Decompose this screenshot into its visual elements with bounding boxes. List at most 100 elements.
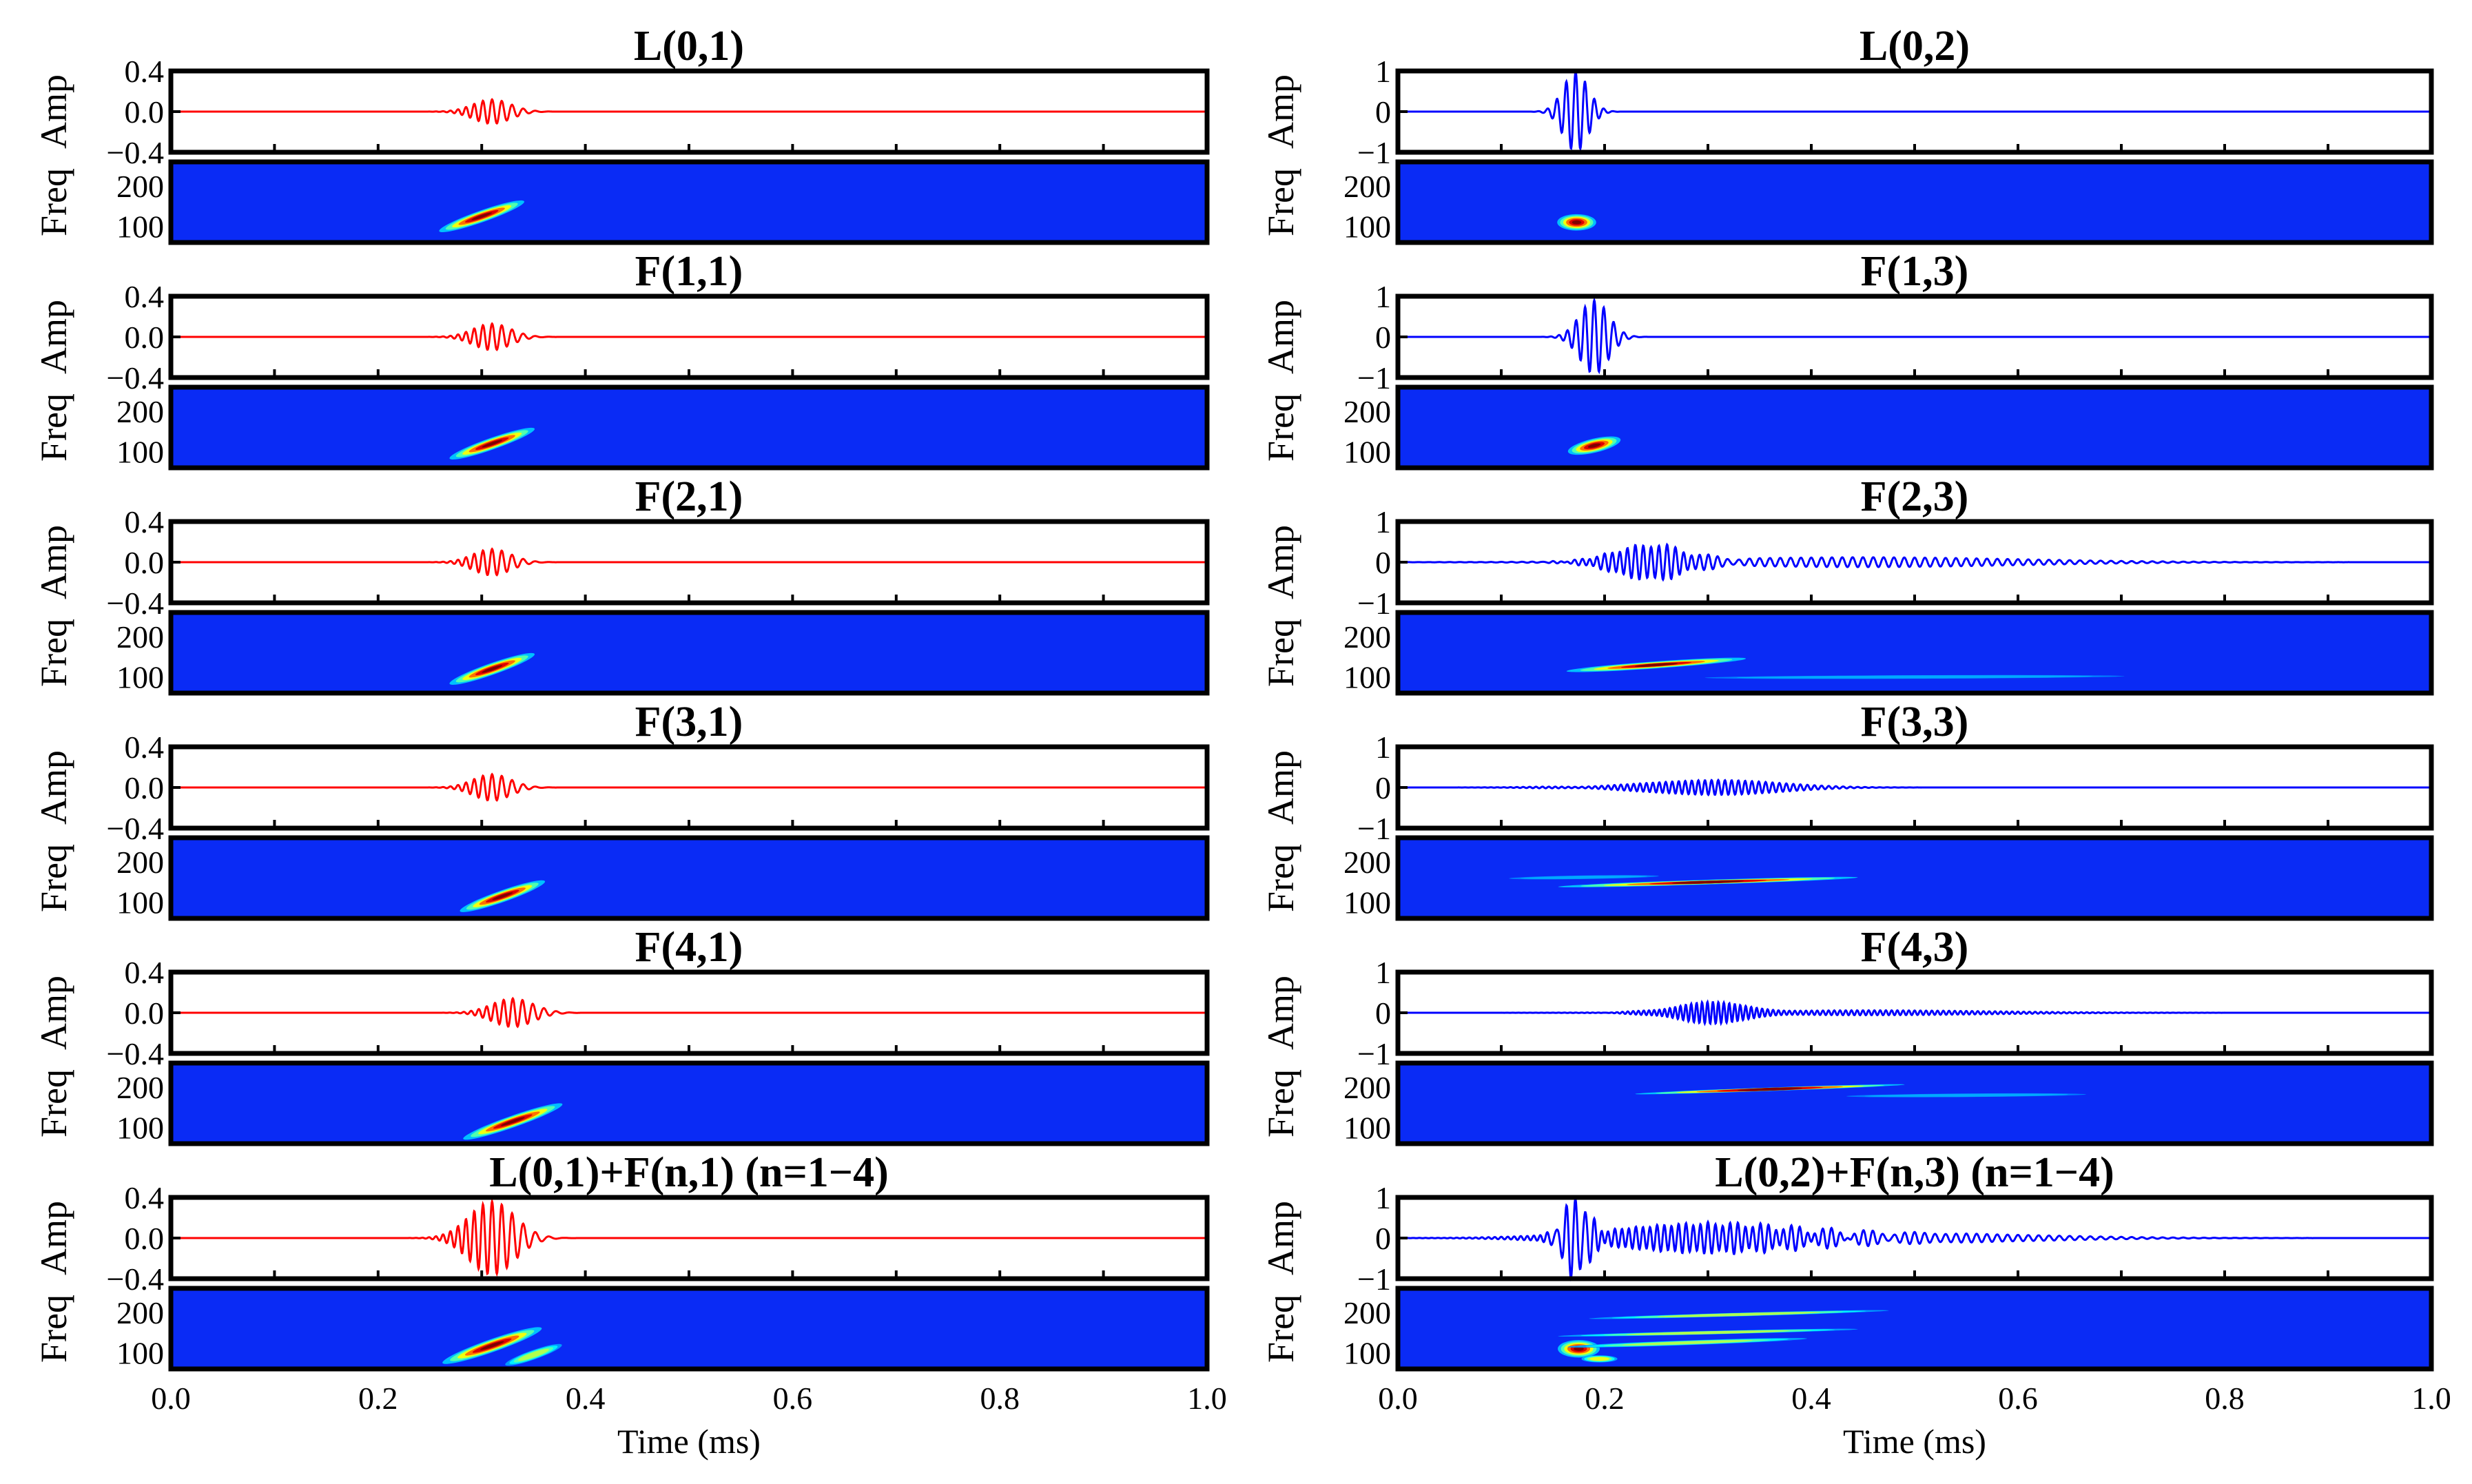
freq-axis-label: Freq (1260, 844, 1301, 912)
tf-energy-contour (471, 212, 493, 220)
amp-ytick-label: 0.4 (125, 279, 165, 314)
mode-title: F(1,1) (635, 248, 743, 295)
right-column: L(0,2)10−1Amp200100FreqF(1,3)10−1Amp2001… (1260, 23, 2451, 1461)
waveform-line (171, 322, 1207, 351)
amp-axis-label: Amp (1260, 750, 1301, 825)
tf-map-background (171, 1063, 1207, 1144)
x-tick-label: 1.0 (1187, 1381, 1227, 1416)
freq-ytick-label: 200 (1343, 845, 1391, 880)
amp-ytick-label: 0.0 (125, 770, 165, 805)
mode-row: L(0,2) 1 0 −1 Amp 200 100 Freq (1260, 23, 2434, 245)
amp-ytick-label: −0.4 (107, 360, 164, 395)
freq-axis-label: Freq (33, 168, 74, 236)
freq-ytick-label: 200 (1343, 169, 1391, 204)
waveform-line (1398, 68, 2431, 152)
waveform-line (171, 547, 1207, 577)
tf-energy-map (449, 427, 535, 460)
x-tick-label: 1.0 (2411, 1381, 2451, 1416)
freq-axis-label: Freq (33, 1069, 74, 1137)
freq-ytick-label: 200 (116, 169, 164, 204)
mode-title: F(2,3) (1861, 473, 1969, 520)
amp-ytick-label: −1 (1357, 135, 1391, 170)
freq-axes-frame (168, 1060, 1210, 1146)
freq-axes-frame (1395, 384, 2434, 471)
mode-row: L(0,1) 0.4 0.0 −0.4 Amp 200 100 Freq (33, 23, 1210, 245)
tf-energy-contour (1671, 880, 1744, 884)
mode-title: F(2,1) (635, 473, 743, 520)
amp-ytick-label: 0 (1375, 320, 1391, 355)
waveform-line (1398, 999, 2431, 1027)
mode-title: F(3,1) (635, 699, 743, 745)
mode-row: F(2,1) 0.4 0.0 −0.4 Amp 200 100 Freq (33, 473, 1210, 696)
freq-axis-label: Freq (33, 1295, 74, 1363)
amp-ytick-label: 0 (1375, 1221, 1391, 1256)
freq-axis-label: Freq (33, 393, 74, 462)
freq-ytick-label: 100 (116, 1336, 164, 1371)
freq-ytick-label: 100 (1343, 660, 1391, 695)
tf-energy-map (442, 1327, 562, 1366)
tf-map-background (171, 162, 1207, 243)
waveform-line (171, 1197, 1207, 1277)
x-tick-label: 0.0 (1378, 1381, 1418, 1416)
tf-energy-map (460, 880, 546, 912)
mode-title: F(3,3) (1861, 699, 1969, 745)
mode-row: F(2,3) 1 0 −1 Amp 200 100 Freq (1260, 473, 2434, 696)
freq-axis-label: Freq (1260, 619, 1301, 687)
tf-energy-contour (1634, 663, 1678, 668)
amp-ytick-label: −1 (1357, 1036, 1391, 1071)
freq-axes-frame (1395, 835, 2434, 921)
amp-axis-label: Amp (1260, 1201, 1301, 1275)
amp-ytick-label: 1 (1375, 955, 1391, 990)
tf-map-background (1398, 1063, 2431, 1144)
freq-axes-frame (1395, 1286, 2434, 1372)
amp-axis-label: Amp (33, 1201, 74, 1275)
tf-energy-map (1557, 214, 1596, 231)
mode-title: F(4,1) (635, 924, 743, 971)
tf-energy-contour (492, 892, 513, 900)
amp-ytick-label: −0.4 (107, 586, 164, 621)
tf-energy-map (1566, 657, 2125, 679)
freq-axis-label: Freq (1260, 168, 1301, 236)
amp-ytick-label: 0.0 (125, 94, 165, 130)
tf-energy-map (1567, 436, 1621, 455)
mode-row: F(1,3) 1 0 −1 Amp 200 100 Freq (1260, 248, 2434, 471)
amp-ytick-label: −0.4 (107, 1261, 164, 1297)
mode-title: L(0,1) (634, 23, 744, 70)
amp-ytick-label: 0.0 (125, 1221, 165, 1256)
x-tick-label: 0.8 (2205, 1381, 2245, 1416)
amp-ytick-label: 0 (1375, 545, 1391, 580)
freq-ytick-label: 200 (1343, 1070, 1391, 1105)
tf-energy-contour (1589, 1357, 1609, 1361)
freq-ytick-label: 200 (1343, 619, 1391, 655)
freq-ytick-label: 100 (1343, 435, 1391, 470)
mode-title: F(4,3) (1861, 924, 1969, 971)
amp-ytick-label: −1 (1357, 811, 1391, 846)
freq-axes-frame (1395, 610, 2434, 696)
x-axis-label: Time (ms) (1843, 1422, 1986, 1461)
amp-axis-label: Amp (33, 750, 74, 825)
waveform-line (171, 996, 1207, 1029)
amp-ytick-label: −0.4 (107, 135, 164, 170)
freq-axes-frame (168, 159, 1210, 245)
tf-energy-contour (482, 665, 503, 673)
freq-ytick-label: 200 (1343, 1295, 1391, 1330)
waveform-line (1398, 1198, 2431, 1282)
tf-map-background (1398, 612, 2431, 693)
mode-title: L(0,1)+F(n,1) (n=1−4) (489, 1149, 889, 1196)
mode-row: F(4,1) 0.4 0.0 −0.4 Amp 200 100 Freq (33, 924, 1210, 1146)
tf-map-background (1398, 162, 2431, 243)
freq-ytick-label: 100 (1343, 885, 1391, 920)
amp-ytick-label: 0.4 (125, 1180, 165, 1215)
freq-ytick-label: 200 (116, 1295, 164, 1330)
amp-ytick-label: 0.4 (125, 54, 165, 89)
amp-ytick-label: 1 (1375, 54, 1391, 89)
freq-ytick-label: 100 (1343, 1336, 1391, 1371)
freq-ytick-label: 200 (116, 845, 164, 880)
waveform-line (1398, 296, 2431, 375)
freq-ytick-label: 200 (1343, 394, 1391, 429)
tf-energy-contour (1736, 675, 2093, 679)
amp-ytick-label: 0.0 (125, 545, 165, 580)
amp-ytick-label: 1 (1375, 730, 1391, 765)
mode-row: F(1,1) 0.4 0.0 −0.4 Amp 200 100 Freq (33, 248, 1210, 471)
amp-ytick-label: 1 (1375, 1180, 1391, 1215)
